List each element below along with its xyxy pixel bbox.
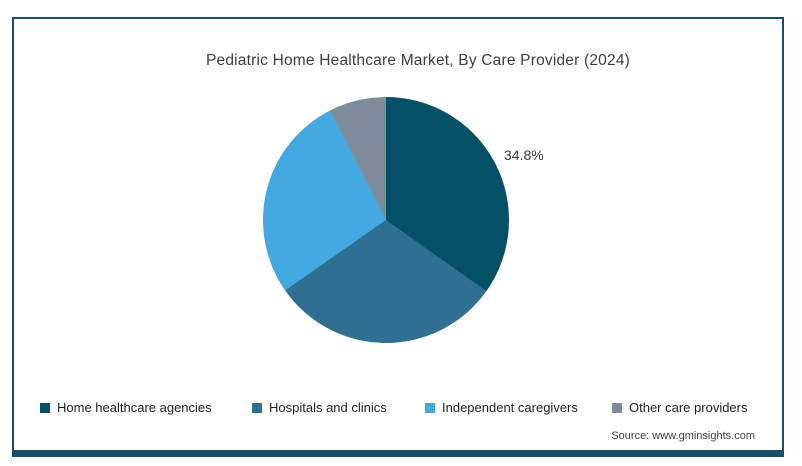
legend: Home healthcare agencies Hospitals and c… [14, 400, 782, 418]
pie-slice-data-label: 34.8% [504, 147, 544, 163]
chart-title: Pediatric Home Healthcare Market, By Car… [205, 52, 631, 69]
chart-card: Pediatric Home Healthcare Market, By Car… [12, 17, 784, 457]
legend-item-independent-caregivers: Independent caregivers [425, 400, 578, 415]
legend-swatch-icon [425, 402, 435, 413]
legend-swatch-icon [252, 402, 262, 413]
source-attribution: Source: www.gminsights.com [611, 430, 755, 442]
pie-chart [263, 97, 509, 343]
legend-swatch-icon [612, 402, 622, 413]
legend-swatch-icon [40, 402, 50, 413]
legend-label: Other care providers [629, 400, 748, 415]
legend-label: Hospitals and clinics [269, 400, 387, 415]
legend-item-hospitals-and-clinics: Hospitals and clinics [252, 400, 387, 415]
legend-item-home-healthcare-agencies: Home healthcare agencies [40, 400, 212, 415]
legend-label: Independent caregivers [442, 400, 578, 415]
legend-label: Home healthcare agencies [57, 400, 212, 415]
legend-item-other-care-providers: Other care providers [612, 400, 748, 415]
